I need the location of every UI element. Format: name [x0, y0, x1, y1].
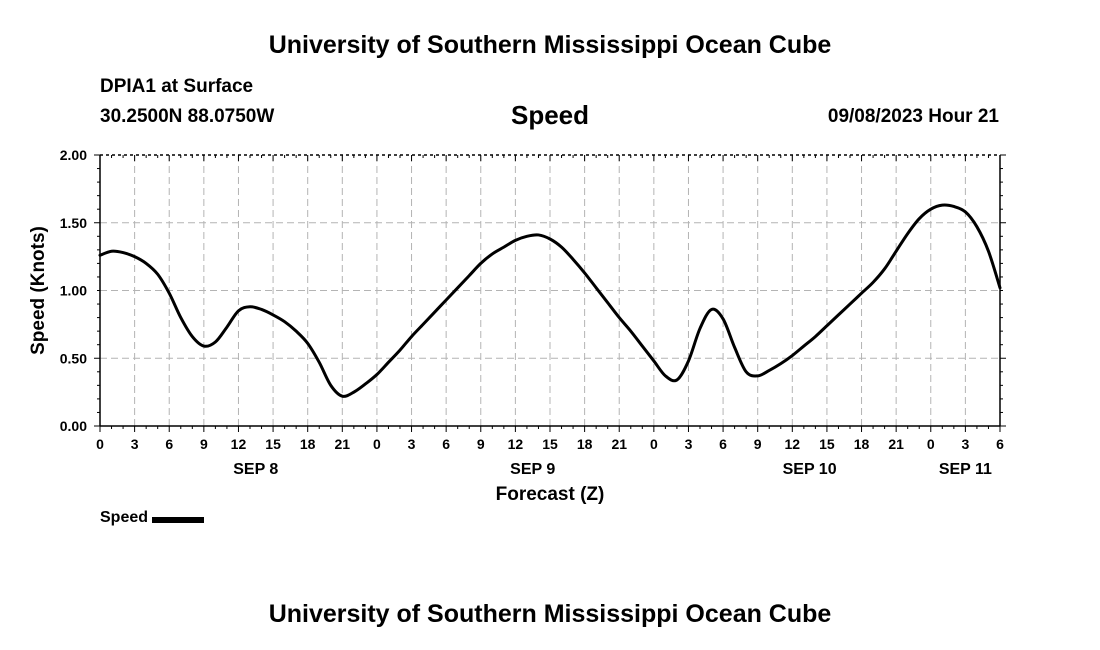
x-tick-label: 15 — [542, 436, 558, 452]
x-tick-label: 3 — [961, 436, 969, 452]
x-tick-label: 0 — [927, 436, 935, 452]
speed-series-line — [98, 203, 1002, 398]
station-label: DPIA1 at Surface — [100, 76, 254, 97]
x-tick-label: 9 — [477, 436, 485, 452]
legend-label: Speed — [100, 509, 149, 526]
x-tick-label: 6 — [165, 436, 173, 452]
x-tick-label: 15 — [819, 436, 835, 452]
legend-line-swatch — [152, 517, 205, 523]
y-tick-label: 0.00 — [60, 418, 87, 434]
x-tick-label: 0 — [373, 436, 381, 452]
chart-bottom-title: University of Southern Mississippi Ocean… — [268, 600, 832, 628]
x-tick-label: 18 — [300, 436, 316, 452]
x-tick-label: 15 — [265, 436, 281, 452]
x-date-label: SEP 11 — [939, 461, 992, 478]
x-tick-label: 12 — [231, 436, 247, 452]
y-tick-label: 2.00 — [60, 147, 87, 163]
x-date-label: SEP 10 — [783, 461, 837, 478]
x-date-label: SEP 9 — [510, 461, 555, 478]
x-tick-label: 0 — [650, 436, 658, 452]
chart-subtitle: Speed — [510, 100, 590, 130]
x-tick-label: 6 — [442, 436, 450, 452]
forecast-datetime: 09/08/2023 Hour 21 — [827, 106, 999, 127]
x-tick-label: 12 — [508, 436, 524, 452]
y-tick-label: 1.50 — [60, 215, 87, 231]
x-tick-label: 21 — [888, 436, 904, 452]
y-axis-title: Speed (Knots) — [28, 226, 49, 355]
x-tick-label: 9 — [754, 436, 762, 452]
x-date-label: SEP 8 — [233, 461, 278, 478]
legend: Speed — [100, 509, 205, 527]
station-coordinates: 30.2500N 88.0750W — [100, 106, 275, 127]
x-tick-label: 3 — [408, 436, 416, 452]
chart-top-title: University of Southern Mississippi Ocean… — [268, 31, 832, 59]
x-tick-label: 0 — [96, 436, 104, 452]
x-tick-label: 3 — [131, 436, 139, 452]
x-axis-title: Forecast (Z) — [496, 484, 605, 505]
x-tick-label: 6 — [996, 436, 1004, 452]
x-tick-label: 21 — [611, 436, 627, 452]
x-tick-label: 9 — [200, 436, 208, 452]
x-tick-label: 21 — [335, 436, 351, 452]
x-tick-label: 18 — [577, 436, 593, 452]
x-tick-label: 3 — [685, 436, 693, 452]
x-tick-label: 6 — [719, 436, 727, 452]
y-tick-label: 1.00 — [60, 283, 87, 299]
x-tick-label: 12 — [785, 436, 801, 452]
x-tick-label: 18 — [854, 436, 870, 452]
y-tick-label: 0.50 — [60, 350, 87, 366]
